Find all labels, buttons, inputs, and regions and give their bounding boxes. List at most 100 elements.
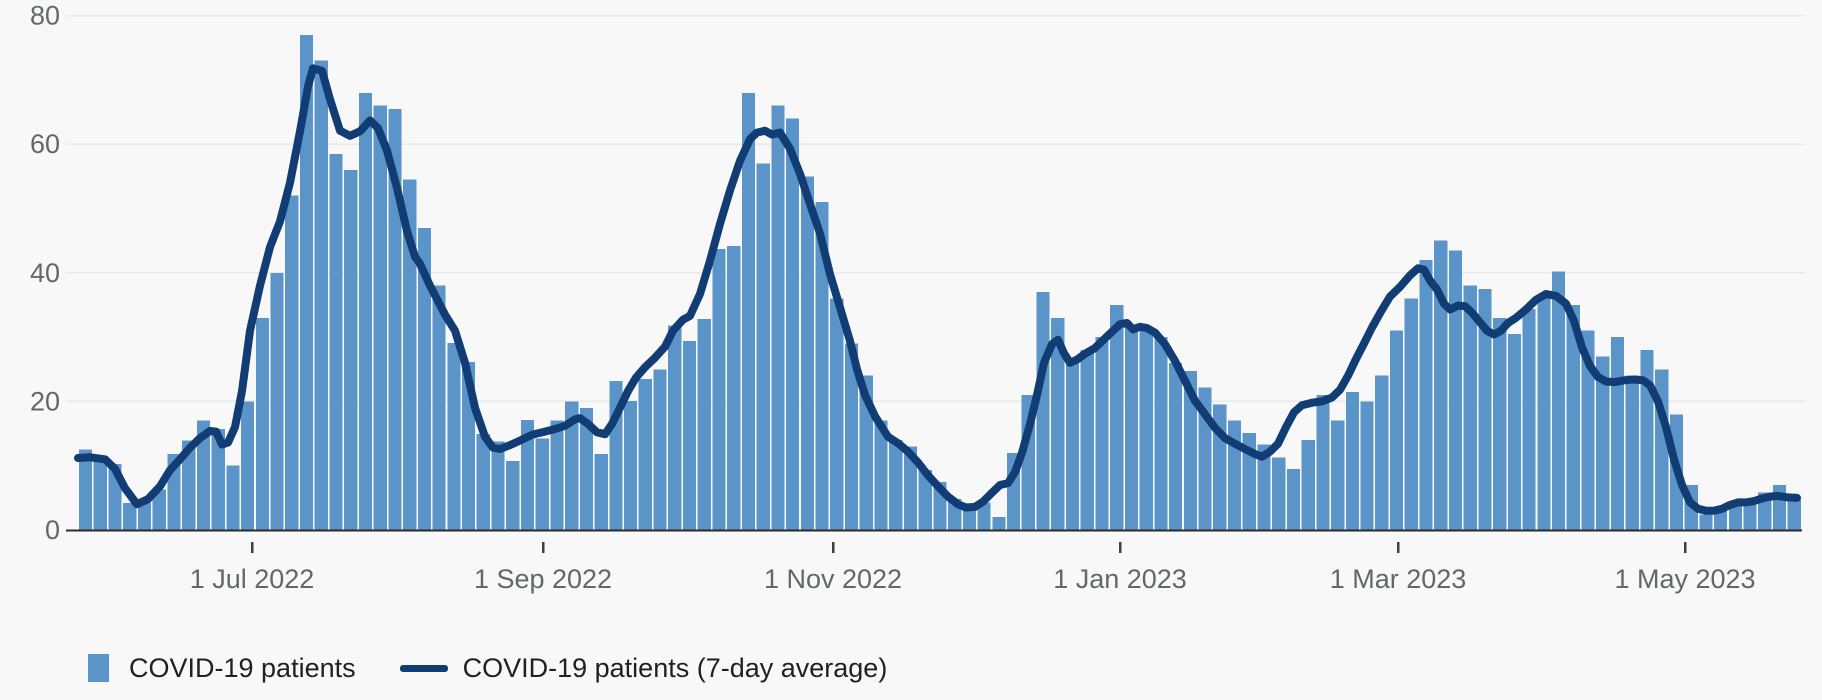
daily-bar (1360, 401, 1374, 530)
daily-bar (285, 195, 299, 530)
daily-bar (1537, 295, 1551, 530)
daily-bar (373, 105, 387, 531)
daily-bar (638, 378, 652, 530)
daily-bar (874, 420, 888, 530)
daily-bar (889, 439, 903, 530)
daily-bar (1434, 240, 1448, 530)
daily-bar (241, 401, 255, 530)
line-series-swatch (399, 664, 448, 672)
svg-text:40: 40 (30, 258, 60, 288)
x-tick-label: 1 Jan 2023 (1053, 564, 1187, 594)
daily-bar (859, 375, 873, 530)
daily-bar (1095, 337, 1109, 530)
daily-bar (1787, 499, 1801, 530)
daily-bar (1345, 391, 1359, 530)
daily-bar (535, 438, 549, 530)
daily-bar (1065, 362, 1080, 530)
daily-bar (1036, 292, 1050, 530)
daily-bar (1478, 288, 1492, 531)
daily-bar (1169, 362, 1183, 530)
daily-bar (815, 202, 829, 530)
daily-bar (1448, 250, 1463, 531)
svg-text:80: 80 (30, 1, 60, 31)
daily-bar (1257, 444, 1271, 530)
daily-bar (697, 319, 711, 530)
daily-bar (1625, 375, 1639, 530)
daily-bar (771, 105, 785, 531)
daily-bar (1522, 308, 1536, 530)
daily-bar (314, 60, 328, 531)
daily-bar (1640, 349, 1654, 530)
daily-bar (786, 118, 800, 530)
daily-bar (255, 317, 269, 530)
daily-bar (491, 441, 505, 530)
daily-bar (727, 245, 741, 531)
daily-bar (1154, 337, 1168, 530)
svg-text:20: 20 (30, 386, 60, 416)
daily-bar (388, 108, 402, 530)
daily-bar (211, 429, 225, 530)
daily-bar (682, 340, 697, 530)
daily-bar (1493, 317, 1507, 530)
daily-bar (196, 420, 211, 530)
daily-bar (1772, 484, 1787, 530)
daily-bar (741, 92, 756, 530)
daily-bar (520, 420, 535, 530)
daily-bar (830, 298, 844, 530)
svg-text:0: 0 (45, 515, 60, 545)
daily-bar (1110, 304, 1124, 530)
daily-bar (1596, 356, 1610, 530)
x-axis-ticks: 1 Jul 2022 1 Sep 2022 1 Nov 2022 1 Jan 2023… (190, 542, 1756, 594)
daily-bar (1699, 514, 1713, 530)
daily-bar (1080, 349, 1094, 530)
daily-bar (417, 227, 431, 531)
daily-bar (79, 449, 93, 531)
y-axis-labels: 0 20 40 60 80 (30, 1, 60, 545)
daily-bar (1389, 330, 1404, 530)
daily-bar (1566, 304, 1580, 530)
avg-line-path[interactable] (74, 64, 1801, 515)
daily-bar (712, 249, 726, 530)
daily-bar (1463, 285, 1477, 530)
daily-bar (476, 434, 490, 530)
daily-bar (800, 176, 814, 530)
daily-bar (1272, 457, 1286, 530)
daily-bar (329, 153, 343, 530)
daily-bar (992, 517, 1006, 530)
daily-bar (565, 401, 579, 530)
x-tick-label: 1 Mar 2023 (1330, 564, 1467, 594)
daily-bar (506, 461, 520, 530)
bar-series-label: COVID-19 patients (129, 652, 356, 683)
daily-bar (1183, 371, 1197, 530)
daily-bar (1728, 505, 1742, 530)
daily-bar (182, 440, 196, 530)
daily-bar (1581, 330, 1595, 530)
daily-bar (594, 454, 608, 530)
daily-bar (137, 502, 152, 530)
daily-bar (1404, 298, 1418, 530)
daily-bar (579, 407, 594, 530)
daily-bar (1610, 337, 1625, 530)
daily-bar (624, 400, 638, 530)
chart-legend: COVID-19 patients COVID-19 patients (7-d… (88, 648, 887, 688)
daily-bar (270, 272, 284, 530)
daily-bar (1507, 333, 1522, 530)
daily-bar (1419, 259, 1433, 530)
daily-bar (1714, 509, 1728, 530)
daily-bar (344, 169, 358, 531)
daily-bar (1124, 327, 1139, 530)
daily-bar (432, 285, 446, 530)
x-tick-label: 1 Nov 2022 (764, 564, 902, 594)
x-tick-label: 1 Sep 2022 (474, 564, 612, 594)
daily-bar (299, 34, 314, 530)
daily-bar (918, 470, 932, 530)
x-tick-label: 1 Jul 2022 (190, 564, 315, 594)
daily-bar (93, 459, 107, 530)
daily-bar (756, 163, 770, 531)
svg-text:60: 60 (30, 129, 60, 159)
daily-bar (1552, 271, 1566, 530)
daily-bar (550, 420, 564, 530)
line-series-label: COVID-19 patients (7-day average) (462, 652, 888, 683)
